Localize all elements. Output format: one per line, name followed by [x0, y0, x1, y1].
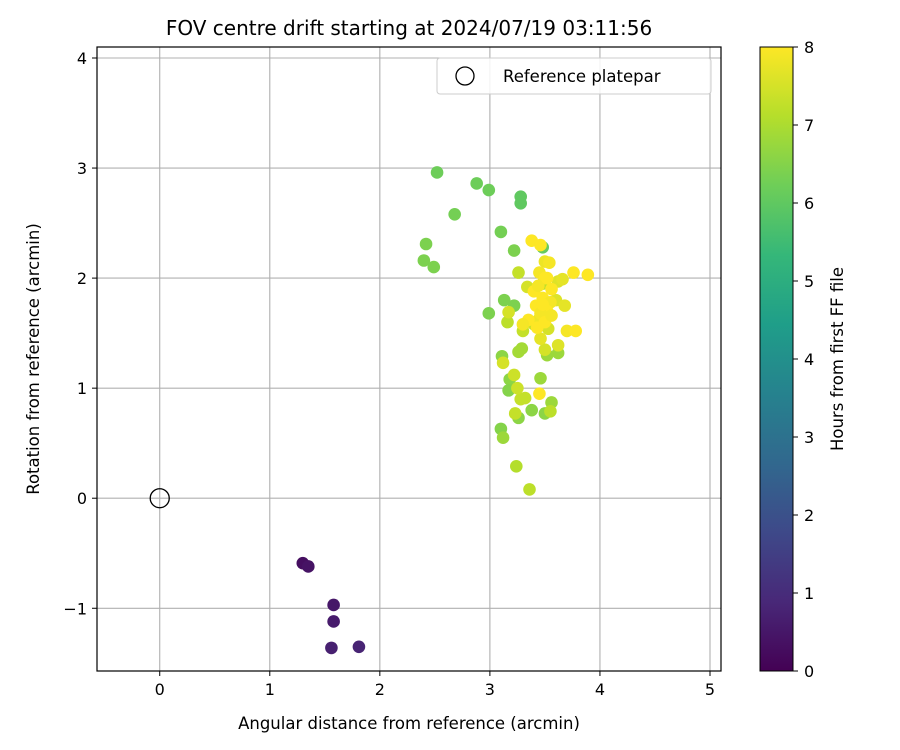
scatter-point — [494, 225, 508, 239]
scatter-point — [536, 298, 550, 311]
scatter-point — [512, 266, 525, 279]
reference-platepar-marker — [149, 488, 170, 509]
scatter-point — [501, 315, 514, 329]
colorbar-tick-label: 5 — [804, 272, 814, 291]
y-axis-label: Rotation from reference (arcmin) — [24, 223, 43, 495]
scatter-point — [567, 266, 580, 279]
scatter-point — [514, 196, 528, 210]
scatter-point — [427, 260, 441, 274]
y-tick-label: 0 — [77, 489, 87, 508]
scatter-point — [540, 271, 554, 285]
x-tick-label: 2 — [375, 680, 385, 699]
scatter-point — [581, 268, 595, 282]
scatter-point — [302, 560, 315, 573]
scatter-point — [534, 238, 547, 252]
colorbar-gradient — [759, 46, 794, 672]
scatter-point — [556, 272, 569, 286]
plot-area: 0 1 2 3 4 5 −1 0 1 2 3 4 — [63, 46, 722, 699]
colorbar-tick-label: 3 — [804, 428, 814, 447]
scatter-point — [532, 279, 545, 293]
scatter-point — [551, 338, 565, 352]
scatter-point — [496, 431, 510, 444]
colorbar: 0 1 2 3 4 5 6 7 8 Hours from first FF file — [759, 38, 847, 681]
colorbar-tick-label: 8 — [804, 38, 814, 57]
scatter-point — [325, 641, 338, 655]
colorbar-tick-label: 4 — [804, 350, 814, 369]
y-axis-ticks: −1 0 1 2 3 4 — [63, 49, 97, 618]
scatter-point — [327, 615, 340, 628]
scatter-point — [569, 324, 583, 338]
scatter-point — [448, 207, 461, 221]
scatter-point — [507, 244, 521, 257]
colorbar-tick-label: 2 — [804, 506, 814, 525]
scatter-point — [511, 381, 524, 395]
chart-title: FOV centre drift starting at 2024/07/19 … — [166, 16, 652, 40]
colorbar-label: Hours from first FF file — [828, 267, 847, 451]
scatter-point — [525, 403, 539, 417]
colorbar-tick-label: 7 — [804, 116, 814, 135]
legend: Reference platepar — [436, 57, 712, 95]
x-tick-label: 1 — [265, 680, 275, 699]
scatter-point — [543, 256, 556, 270]
scatter-point — [545, 282, 558, 296]
scatter-point — [544, 404, 557, 418]
scatter-point — [496, 356, 510, 370]
x-tick-label: 5 — [705, 680, 715, 699]
colorbar-tick-label: 0 — [804, 662, 814, 681]
scatter-point — [417, 254, 431, 267]
y-tick-label: 1 — [77, 379, 87, 398]
scatter-point — [515, 342, 529, 355]
y-tick-label: 4 — [77, 49, 87, 68]
scatter-point — [545, 309, 558, 322]
scatter-point — [508, 407, 522, 420]
scatter-point — [510, 460, 523, 473]
legend-entry-reference: Reference platepar — [503, 67, 661, 86]
scatter-point — [430, 166, 444, 179]
y-tick-label: 2 — [77, 269, 87, 288]
plot-frame — [96, 46, 722, 672]
y-tick-label: 3 — [77, 159, 87, 178]
legend-box — [436, 57, 712, 95]
scatter-point — [523, 483, 536, 496]
scatter-point — [533, 387, 546, 400]
scatter-point — [419, 237, 433, 251]
grid-lines — [97, 47, 721, 671]
scatter-point — [518, 391, 532, 405]
y-tick-label: −1 — [63, 599, 87, 618]
scatter-point — [516, 318, 530, 331]
reference-marker-group — [149, 488, 170, 509]
colorbar-ticks: 0 1 2 3 4 5 6 7 8 — [793, 38, 814, 681]
scatter-point — [482, 307, 496, 320]
scatter-point — [482, 183, 496, 197]
data-points — [296, 166, 595, 655]
x-tick-label: 3 — [485, 680, 495, 699]
x-axis-ticks: 0 1 2 3 4 5 — [155, 671, 715, 699]
x-tick-label: 4 — [595, 680, 605, 699]
scatter-point — [497, 293, 511, 307]
scatter-point — [534, 371, 547, 385]
scatter-point — [560, 324, 574, 338]
scatter-point — [327, 598, 340, 612]
x-axis-label: Angular distance from reference (arcmin) — [238, 714, 580, 733]
scatter-point — [352, 640, 366, 654]
x-tick-label: 0 — [155, 680, 165, 699]
colorbar-tick-label: 1 — [804, 584, 814, 603]
scatter-point — [538, 343, 552, 356]
scatter-point — [558, 299, 572, 312]
scatter-point — [507, 368, 521, 382]
scatter-point — [470, 177, 483, 190]
legend-reference-marker — [455, 66, 475, 86]
scatter-point — [534, 332, 547, 345]
scatter-point — [502, 305, 515, 319]
colorbar-tick-label: 6 — [804, 194, 814, 213]
